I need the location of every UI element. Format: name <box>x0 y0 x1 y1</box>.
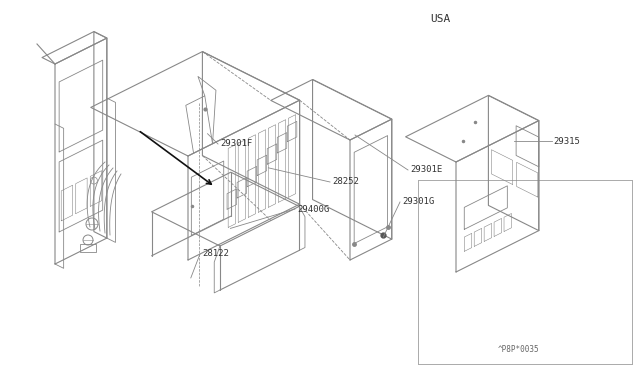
Text: 29301E: 29301E <box>410 166 442 174</box>
Text: ^P8P*0035: ^P8P*0035 <box>498 345 540 354</box>
Text: 28122: 28122 <box>202 250 229 259</box>
Text: 29315: 29315 <box>554 137 580 145</box>
Text: 28252: 28252 <box>332 177 359 186</box>
Text: 29301G: 29301G <box>402 198 435 206</box>
Text: 29400G: 29400G <box>297 205 329 214</box>
Bar <box>80 244 96 252</box>
Text: 29301F: 29301F <box>220 140 252 148</box>
Text: USA: USA <box>430 14 451 24</box>
